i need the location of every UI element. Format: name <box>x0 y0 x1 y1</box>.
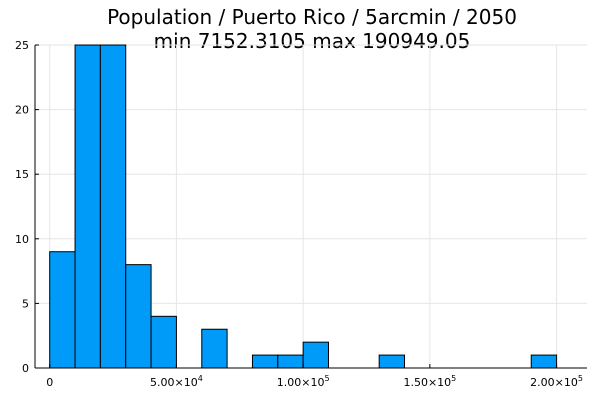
x-tick-label-4: 2.00×105 <box>530 374 583 389</box>
bars <box>49 44 558 369</box>
bar-8 <box>302 341 329 369</box>
x-tick-label-1: 5.00×104 <box>150 374 203 389</box>
bar-4 <box>150 315 177 369</box>
axes <box>34 44 587 369</box>
bar-2 <box>99 44 127 369</box>
bar-9 <box>378 354 406 369</box>
bar-1 <box>74 44 101 369</box>
bar-6 <box>251 354 279 369</box>
y-tick-label-2: 10 <box>15 233 29 246</box>
chart-title: Population / Puerto Rico / 5arcmin / 205… <box>107 5 517 29</box>
bar-7 <box>277 354 304 369</box>
y-tick-label-1: 5 <box>22 297 29 310</box>
y-tick-label-4: 20 <box>15 104 29 117</box>
y-tick-label-3: 15 <box>15 168 29 181</box>
bar-0 <box>49 251 76 369</box>
x-tick-labels: 0 5.00×104 1.00×105 1.50×105 2.00×105 <box>46 374 583 389</box>
chart-subtitle: min 7152.3105 max 190949.05 <box>154 29 471 53</box>
x-tick-label-0: 0 <box>46 376 53 389</box>
bar-3 <box>125 264 152 369</box>
bar-10 <box>530 354 558 369</box>
x-tick-label-2: 1.00×105 <box>277 374 330 389</box>
y-tick-label-0: 0 <box>22 362 29 375</box>
y-tick-label-5: 25 <box>15 39 29 52</box>
bar-5 <box>201 328 228 369</box>
y-tick-labels: 0 5 10 15 20 25 <box>15 39 29 375</box>
x-tick-label-3: 1.50×105 <box>403 374 456 389</box>
